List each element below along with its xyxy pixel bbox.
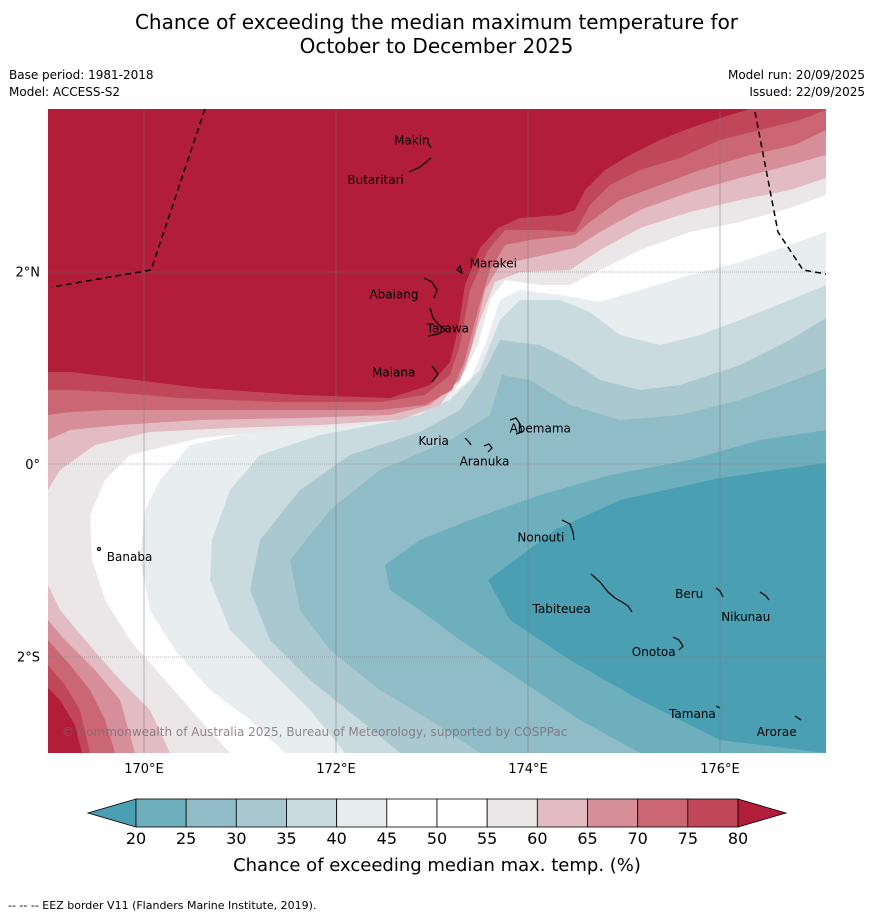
- band-80-above: [48, 109, 750, 753]
- colorbar-tick-label: 70: [627, 829, 647, 848]
- island-butaritari: [408, 157, 432, 173]
- island-marakei: [456, 264, 463, 275]
- colorbar-segment: [486, 798, 538, 828]
- place-label-marakei: Marakei: [470, 256, 517, 270]
- colorbar-segment: [536, 798, 588, 828]
- place-label-nonouti: Nonouti: [517, 531, 564, 545]
- colorbar-tick-label: 75: [678, 829, 698, 848]
- x-tick-label: 172°E: [316, 762, 356, 777]
- colorbar-tick-label: 20: [126, 829, 146, 848]
- island-arorae: [794, 715, 802, 721]
- issued-date: Issued: 22/09/2025: [749, 85, 865, 99]
- x-tick-labels: 170°E 172°E 174°E 176°E: [124, 762, 740, 777]
- title-line-1: Chance of exceeding the median maximum t…: [134, 10, 739, 34]
- place-label-onotoa: Onotoa: [632, 645, 676, 659]
- colorbar-segment: [386, 798, 438, 828]
- chart-title: Chance of exceeding the median maximum t…: [0, 10, 873, 58]
- island-abaiang: [423, 277, 438, 299]
- island-abemama: [509, 417, 523, 435]
- colorbar-tick-label: 25: [176, 829, 196, 848]
- x-tick-label: 176°E: [700, 762, 740, 777]
- colorbar-segment: [687, 798, 739, 828]
- meta-left: Base period: 1981-2018 Model: ACCESS-S2: [9, 67, 154, 101]
- island-onotoa: [672, 636, 684, 651]
- eez-border: [51, 109, 826, 288]
- x-tick-label: 174°E: [508, 762, 548, 777]
- place-label-butaritari: Butaritari: [347, 173, 404, 187]
- colorbar-segment: [185, 798, 237, 828]
- place-label-beru: Beru: [675, 587, 703, 601]
- colorbar-segment: [235, 798, 287, 828]
- forecast-field: [48, 109, 826, 753]
- x-tick-label: 170°E: [124, 762, 164, 777]
- place-label-arorae: Arorae: [757, 725, 797, 739]
- island-aranuka: [483, 443, 493, 453]
- place-label-makin: Makin: [394, 133, 430, 147]
- model-name: Model: ACCESS-S2: [9, 85, 121, 99]
- place-label-tamana: Tamana: [668, 707, 716, 721]
- place-label-maiana: Maiana: [372, 366, 415, 380]
- colorbar-tick-label: 30: [226, 829, 246, 848]
- meta-right: Model run: 20/09/2025 Issued: 22/09/2025: [728, 67, 865, 101]
- colorbar-tick-label: 55: [477, 829, 497, 848]
- island-beru: [715, 587, 724, 598]
- place-label-kuria: Kuria: [418, 434, 449, 448]
- island-tamana: [715, 705, 721, 709]
- island-kuria: [464, 437, 472, 446]
- island-nikunau: [759, 591, 770, 601]
- colorbar-tick-label: 40: [326, 829, 346, 848]
- colorbar-tick-label: 35: [276, 829, 296, 848]
- place-label-nikunau: Nikunau: [721, 610, 770, 624]
- place-label-abaiang: Abaiang: [369, 288, 418, 302]
- colorbar-extend-low: [86, 798, 137, 828]
- colorbar-extend-high: [737, 798, 788, 828]
- island-nonouti: [561, 519, 575, 541]
- model-run: Model run: 20/09/2025: [727, 68, 865, 82]
- place-label-tarawa: Tarawa: [426, 321, 469, 335]
- colorbar-segment: [637, 798, 689, 828]
- island-maiana: [431, 365, 439, 383]
- copyright-text: © Commonwealth of Australia 2025, Bureau…: [62, 725, 567, 739]
- footer-note: -- -- -- EEZ border V11 (Flanders Marine…: [8, 899, 317, 912]
- title-line-2: October to December 2025: [299, 34, 574, 58]
- island-tarawa: [427, 307, 448, 337]
- colorbar-tick-label: 80: [728, 829, 748, 848]
- y-tick-labels: 2°N 0° 2°S: [16, 265, 41, 665]
- colorbar-tick-label: 65: [577, 829, 597, 848]
- colorbar-segment: [436, 798, 488, 828]
- colorbar: [86, 798, 788, 828]
- map-figure: Makin Butaritari Marakei Abaiang Tarawa Maian…: [16, 109, 826, 876]
- place-label-banaba: Banaba: [107, 550, 153, 564]
- place-label-tabiteuea: Tabiteuea: [532, 602, 591, 616]
- island-makin: [427, 142, 432, 149]
- place-label-aranuka: Aranuka: [460, 455, 510, 469]
- colorbar-segment: [336, 798, 388, 828]
- colorbar-segment: [286, 798, 338, 828]
- y-tick-label: 0°: [25, 458, 40, 473]
- eez-border-east: [754, 111, 826, 275]
- colorbar-label: Chance of exceeding median max. temp. (%…: [233, 855, 641, 876]
- place-labels: Makin Butaritari Marakei Abaiang Tarawa Maian…: [107, 133, 797, 739]
- base-period: Base period: 1981-2018: [9, 68, 154, 82]
- island-banaba: [96, 546, 102, 552]
- colorbar-tick-label: 50: [427, 829, 447, 848]
- colorbar-tick-label: 45: [377, 829, 397, 848]
- islands: [96, 142, 802, 721]
- graticule: [48, 109, 826, 753]
- colorbar-tick-label: 60: [527, 829, 547, 848]
- y-tick-label: 2°N: [16, 265, 41, 280]
- colorbar-tick-labels: 20 25 30 35 40 45 50 55 60 65 70 75 80: [126, 829, 748, 848]
- place-label-abemama: Abemama: [510, 421, 571, 435]
- y-tick-label: 2°S: [17, 651, 40, 666]
- colorbar-segment: [135, 798, 187, 828]
- colorbar-segment: [587, 798, 639, 828]
- island-tabiteuea: [590, 573, 633, 613]
